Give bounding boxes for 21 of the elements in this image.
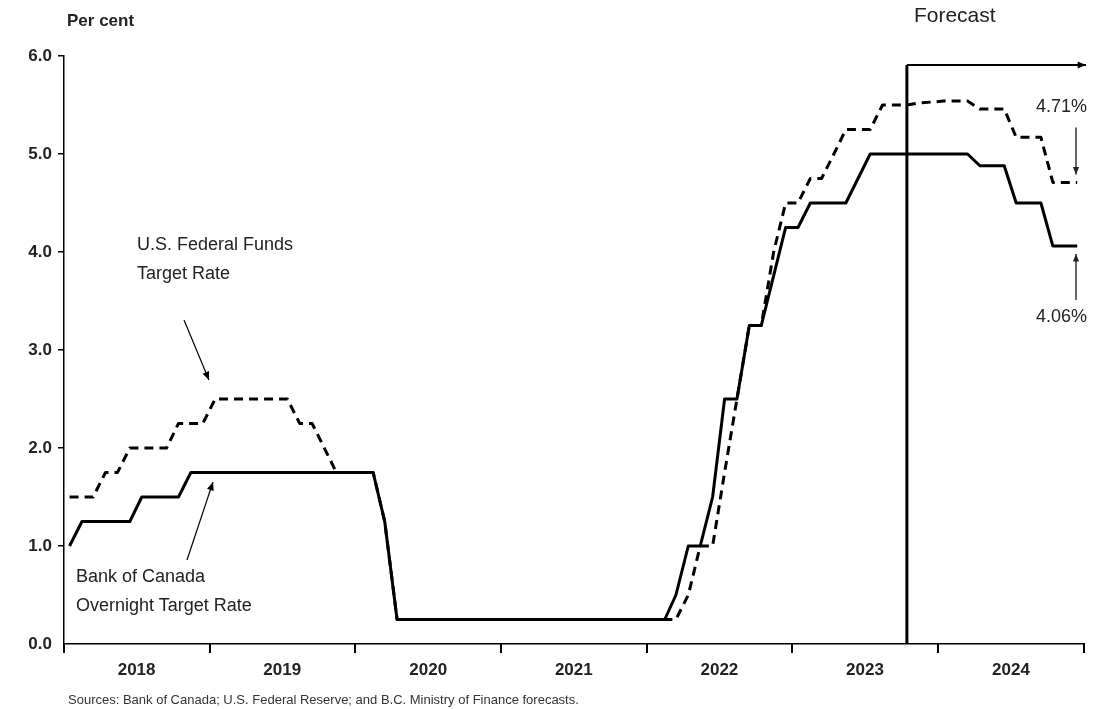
y-tick-label: 5.0 bbox=[28, 143, 52, 163]
annotation: U.S. Federal Funds Target Rate bbox=[137, 234, 294, 283]
y-tick-label: 3.0 bbox=[28, 339, 52, 359]
source-note: Sources: Bank of Canada; U.S. Federal Reserve; and B.C. Ministry of Finance forecasts. bbox=[68, 692, 579, 707]
y-tick-label: 1.0 bbox=[28, 535, 52, 555]
y-tick-label: 2.0 bbox=[28, 437, 52, 457]
ref-line-label: Forecast bbox=[913, 3, 996, 26]
annotation: 4.71% bbox=[1035, 96, 1087, 117]
x-tick-label: 2022 bbox=[700, 659, 739, 679]
y-tick-label: 0.0 bbox=[28, 633, 52, 653]
annotation: Bank of Canada Overnight Target Rate bbox=[76, 566, 252, 615]
annotation: 4.06% bbox=[1035, 306, 1087, 327]
x-tick-label: 2019 bbox=[263, 659, 302, 679]
y-tick-label: 4.0 bbox=[28, 241, 52, 261]
x-tick-label: 2018 bbox=[117, 659, 156, 679]
y-axis-title: Per cent bbox=[67, 11, 135, 30]
x-tick-label: 2024 bbox=[992, 659, 1031, 679]
y-tick-label: 6.0 bbox=[28, 45, 52, 65]
x-tick-label: 2021 bbox=[554, 659, 593, 679]
x-tick-label: 2020 bbox=[409, 659, 448, 679]
x-tick-label: 2023 bbox=[846, 659, 884, 679]
